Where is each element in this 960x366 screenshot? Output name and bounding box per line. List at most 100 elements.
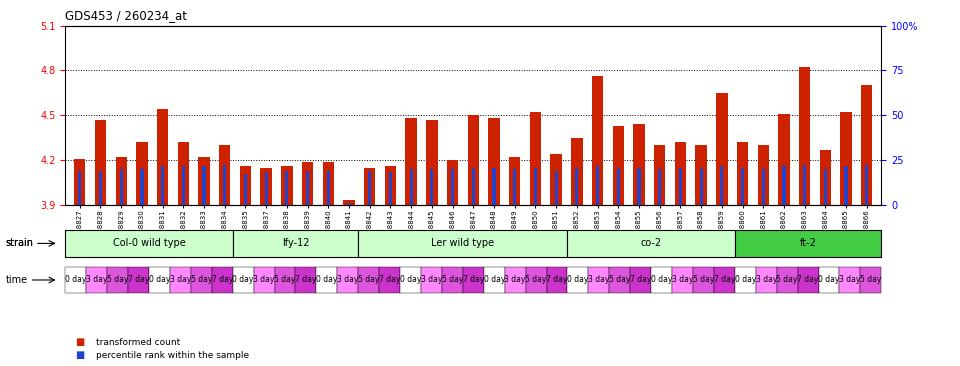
- FancyBboxPatch shape: [610, 267, 630, 293]
- Text: 7 day: 7 day: [128, 276, 149, 284]
- Bar: [344, 201, 354, 205]
- Bar: [451, 169, 454, 205]
- Bar: [285, 171, 288, 205]
- Text: 7 day: 7 day: [798, 276, 819, 284]
- Bar: [782, 166, 785, 205]
- Bar: [178, 142, 189, 205]
- Bar: [364, 168, 375, 205]
- FancyBboxPatch shape: [400, 267, 421, 293]
- Bar: [695, 145, 707, 205]
- Bar: [140, 169, 143, 205]
- Bar: [741, 168, 744, 205]
- Text: percentile rank within the sample: percentile rank within the sample: [96, 351, 250, 359]
- Bar: [410, 169, 413, 205]
- Bar: [156, 109, 168, 205]
- Bar: [223, 165, 227, 205]
- FancyBboxPatch shape: [693, 267, 714, 293]
- FancyBboxPatch shape: [421, 267, 442, 293]
- Bar: [530, 112, 541, 205]
- Text: 5 day: 5 day: [358, 276, 379, 284]
- Text: 5 day: 5 day: [777, 276, 798, 284]
- FancyBboxPatch shape: [379, 267, 400, 293]
- Text: 5 day: 5 day: [275, 276, 296, 284]
- Text: ft-2: ft-2: [800, 238, 817, 249]
- Bar: [471, 168, 475, 205]
- Bar: [326, 171, 330, 205]
- Bar: [306, 171, 309, 205]
- Bar: [550, 154, 562, 205]
- Text: 0 day: 0 day: [399, 276, 421, 284]
- FancyBboxPatch shape: [672, 267, 693, 293]
- FancyBboxPatch shape: [358, 267, 379, 293]
- Bar: [95, 120, 107, 205]
- Text: 5 day: 5 day: [609, 276, 631, 284]
- Bar: [348, 203, 350, 205]
- Text: 0 day: 0 day: [734, 276, 756, 284]
- Bar: [136, 142, 148, 205]
- Text: 0 day: 0 day: [567, 276, 588, 284]
- Bar: [265, 172, 268, 205]
- Text: 3 day: 3 day: [839, 276, 860, 284]
- Text: 7 day: 7 day: [211, 276, 233, 284]
- FancyBboxPatch shape: [191, 267, 212, 293]
- Bar: [120, 169, 123, 205]
- Bar: [799, 67, 810, 205]
- Bar: [161, 166, 164, 205]
- FancyBboxPatch shape: [567, 230, 734, 257]
- Bar: [634, 124, 645, 205]
- Text: 7 day: 7 day: [379, 276, 400, 284]
- FancyBboxPatch shape: [756, 267, 777, 293]
- FancyBboxPatch shape: [358, 230, 567, 257]
- FancyBboxPatch shape: [442, 267, 463, 293]
- FancyBboxPatch shape: [651, 267, 672, 293]
- FancyBboxPatch shape: [734, 267, 756, 293]
- FancyBboxPatch shape: [253, 267, 275, 293]
- FancyBboxPatch shape: [819, 267, 839, 293]
- Bar: [368, 171, 372, 205]
- Bar: [737, 142, 748, 205]
- FancyBboxPatch shape: [798, 267, 819, 293]
- FancyBboxPatch shape: [65, 267, 86, 293]
- Text: 0 day: 0 day: [316, 276, 338, 284]
- FancyBboxPatch shape: [108, 267, 128, 293]
- FancyBboxPatch shape: [734, 230, 881, 257]
- FancyBboxPatch shape: [65, 230, 232, 257]
- Text: time: time: [6, 275, 28, 285]
- Bar: [675, 142, 686, 205]
- Bar: [861, 85, 873, 205]
- Bar: [779, 114, 790, 205]
- Bar: [115, 157, 127, 205]
- Bar: [74, 158, 85, 205]
- Text: strain: strain: [6, 238, 34, 249]
- Bar: [845, 166, 848, 205]
- Text: lfy-12: lfy-12: [281, 238, 309, 249]
- Bar: [203, 166, 205, 205]
- Bar: [389, 172, 392, 205]
- Bar: [865, 165, 869, 205]
- Text: GDS453 / 260234_at: GDS453 / 260234_at: [65, 9, 187, 22]
- FancyBboxPatch shape: [232, 230, 358, 257]
- Bar: [430, 169, 434, 205]
- FancyBboxPatch shape: [317, 267, 337, 293]
- Bar: [820, 150, 831, 205]
- Bar: [405, 118, 417, 205]
- Bar: [489, 118, 500, 205]
- FancyBboxPatch shape: [337, 267, 358, 293]
- Text: 0 day: 0 day: [232, 276, 253, 284]
- FancyBboxPatch shape: [588, 267, 610, 293]
- FancyBboxPatch shape: [86, 267, 108, 293]
- FancyBboxPatch shape: [714, 267, 734, 293]
- FancyBboxPatch shape: [860, 267, 881, 293]
- Bar: [281, 166, 293, 205]
- Text: 3 day: 3 day: [588, 276, 610, 284]
- Text: 3 day: 3 day: [170, 276, 191, 284]
- Bar: [716, 93, 728, 205]
- FancyBboxPatch shape: [212, 267, 232, 293]
- Bar: [824, 169, 827, 205]
- FancyBboxPatch shape: [777, 267, 798, 293]
- Text: co-2: co-2: [640, 238, 661, 249]
- Text: 0 day: 0 day: [484, 276, 505, 284]
- Bar: [575, 168, 579, 205]
- FancyBboxPatch shape: [505, 267, 525, 293]
- Bar: [534, 168, 537, 205]
